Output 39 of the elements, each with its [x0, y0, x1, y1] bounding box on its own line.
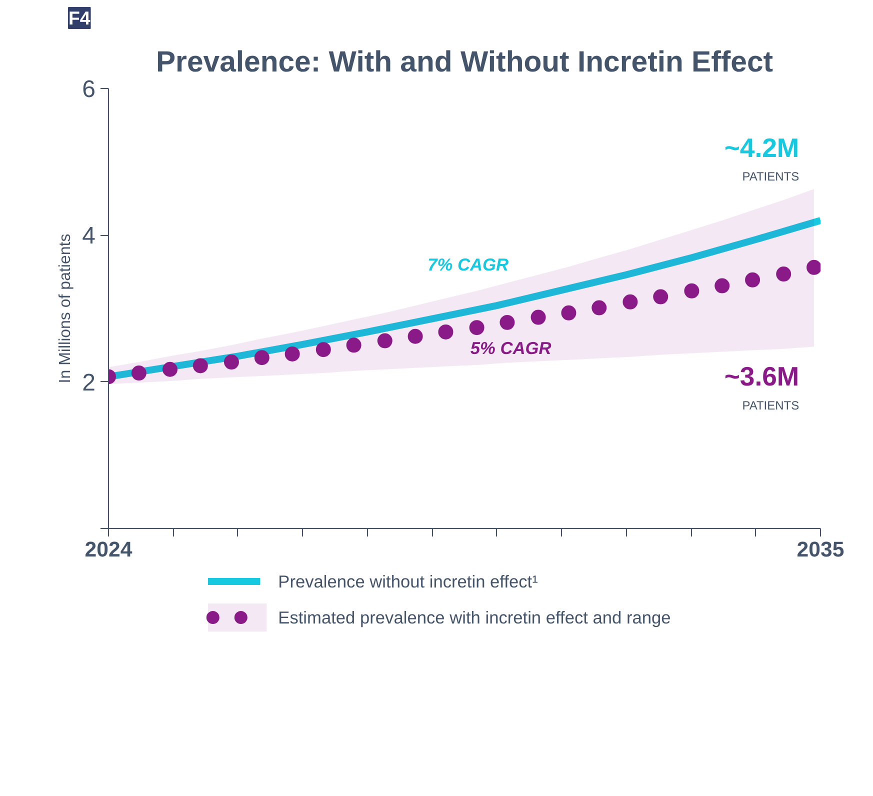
point [438, 324, 454, 340]
point [192, 358, 208, 374]
text: F4 [68, 8, 91, 28]
point [806, 260, 820, 275]
point [561, 305, 576, 320]
y-axis-title: In Millions of patients [57, 234, 74, 384]
point [254, 350, 270, 366]
annotation: ~4.2M [724, 132, 800, 163]
point [469, 320, 484, 336]
point [224, 354, 239, 370]
point [377, 333, 392, 348]
legend-label: Estimated prevalence with incretin effect and range [278, 608, 671, 628]
annotation: 7% CAGR [428, 254, 509, 274]
point [316, 342, 331, 358]
x-tick-label: 2024 [84, 538, 132, 562]
point [500, 314, 515, 330]
y-tick-label: 2 [82, 369, 96, 396]
annotation: PATIENTS [742, 398, 800, 412]
y-tick-label: 6 [82, 76, 96, 103]
point [530, 310, 546, 325]
point [684, 283, 700, 298]
annotation: ~3.6M [724, 362, 800, 392]
point [592, 300, 607, 316]
point [408, 328, 423, 344]
chart-title: Prevalence: With and Without Incretin Effect [156, 46, 774, 78]
annotation: 5% CAGR [470, 338, 552, 358]
point [714, 278, 730, 294]
annotation: PATIENTS [742, 170, 800, 184]
legend-label: Prevalence without incretin effect¹ [278, 572, 538, 592]
point [284, 346, 300, 362]
point [131, 366, 146, 381]
x-tick-label: 2035 [796, 538, 844, 562]
point [162, 362, 178, 377]
point [346, 338, 362, 353]
point [745, 272, 760, 288]
point [653, 289, 668, 304]
y-tick-label: 4 [82, 222, 96, 250]
point [776, 266, 792, 282]
point [622, 294, 638, 310]
